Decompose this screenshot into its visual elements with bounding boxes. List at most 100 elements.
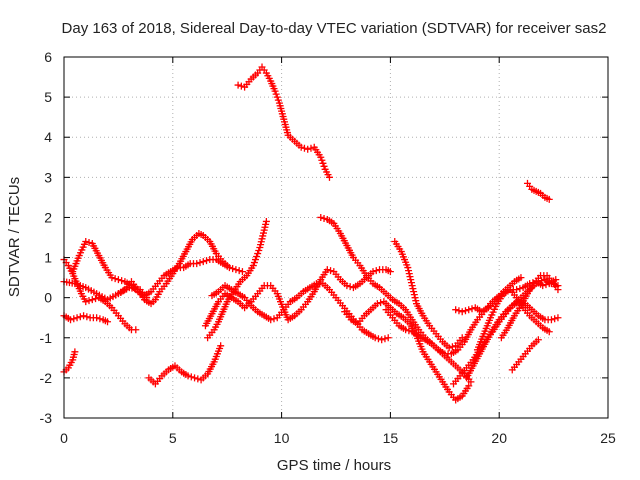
data-point-marker — [386, 268, 394, 276]
data-point-marker — [184, 372, 192, 380]
data-point-marker — [270, 315, 278, 323]
series-arc-6 — [114, 229, 231, 308]
data-point-marker — [76, 313, 84, 321]
data-point-marker — [445, 344, 453, 352]
data-point-marker — [194, 375, 202, 383]
x-tick-label: 5 — [169, 430, 177, 446]
series-arc-19 — [473, 286, 553, 354]
data-point-marker — [407, 276, 415, 284]
series-arc-22 — [523, 179, 553, 203]
data-point-marker — [82, 238, 90, 246]
data-point-marker — [448, 343, 456, 351]
data-point-marker — [377, 299, 385, 307]
data-point-marker — [108, 274, 116, 282]
y-tick-label: -2 — [40, 370, 53, 386]
data-point-marker — [250, 259, 258, 267]
data-point-marker — [323, 266, 331, 274]
series-arc-1 — [60, 312, 112, 326]
x-tick-label: 20 — [491, 430, 507, 446]
data-point-marker — [297, 143, 305, 151]
data-point-marker — [83, 313, 91, 321]
data-point-marker — [262, 217, 270, 225]
y-tick-label: 3 — [44, 169, 52, 185]
data-point-marker — [85, 297, 93, 305]
data-point-marker — [410, 291, 418, 299]
data-point-marker — [71, 348, 79, 356]
data-point-marker — [461, 307, 469, 315]
data-point-marker — [406, 273, 414, 281]
data-point-marker — [104, 318, 112, 326]
series-arc-18 — [463, 298, 562, 382]
data-point-marker — [67, 316, 75, 324]
data-point-marker — [203, 257, 211, 265]
data-point-marker — [371, 334, 379, 342]
x-tick-label: 0 — [60, 430, 68, 446]
data-point-marker — [187, 373, 195, 381]
data-point-marker — [467, 378, 475, 386]
data-point-marker — [407, 279, 415, 287]
data-point-marker — [408, 282, 416, 290]
data-point-marker — [196, 259, 204, 267]
data-point-marker — [238, 268, 246, 276]
data-point-marker — [73, 314, 81, 322]
series-arc-14 — [391, 238, 466, 352]
data-point-marker — [255, 247, 263, 255]
data-point-marker — [96, 315, 104, 323]
data-point-marker — [554, 286, 562, 294]
data-point-marker — [217, 342, 225, 350]
data-point-marker — [193, 260, 201, 268]
series-arc-11 — [234, 63, 333, 181]
y-tick-label: 5 — [44, 89, 52, 105]
data-point-marker — [411, 294, 419, 302]
series-arc-21 — [508, 336, 542, 374]
data-point-marker — [452, 306, 460, 314]
data-point-marker — [516, 285, 524, 293]
data-point-marker — [455, 307, 463, 315]
data-point-marker — [513, 286, 521, 294]
data-point-marker — [93, 314, 101, 322]
plot-frame — [63, 56, 609, 419]
data-point-marker — [82, 298, 90, 306]
data-point-marker — [517, 274, 525, 282]
data-point-marker — [465, 382, 473, 390]
data-point-marker — [232, 266, 240, 274]
data-point-marker — [235, 267, 243, 275]
data-point-marker — [547, 316, 555, 324]
data-point-marker — [405, 267, 413, 275]
data-point-marker — [317, 213, 325, 221]
y-tick-label: 4 — [44, 129, 52, 145]
data-point-marker — [118, 277, 126, 285]
data-point-marker — [114, 276, 122, 284]
y-tick-label: 6 — [44, 49, 52, 65]
series-arc-5 — [69, 238, 246, 300]
x-tick-label: 15 — [383, 430, 399, 446]
data-point-marker — [223, 262, 231, 270]
data-point-marker — [271, 87, 279, 95]
data-point-marker — [251, 256, 259, 264]
data-point-marker — [320, 162, 328, 170]
data-point-marker — [409, 285, 417, 293]
data-point-marker — [320, 214, 328, 222]
data-point-marker — [254, 250, 262, 258]
data-point-marker — [373, 300, 381, 308]
data-point-marker — [384, 334, 392, 342]
data-point-marker — [410, 288, 418, 296]
data-point-marker — [551, 315, 559, 323]
data-point-marker — [325, 173, 333, 181]
data-point-marker — [405, 327, 413, 335]
data-point-marker — [253, 253, 261, 261]
data-point-marker — [80, 312, 88, 320]
data-point-marker — [272, 90, 280, 98]
y-axis-title: SDTVAR / TECUs — [6, 177, 23, 297]
data-point-marker — [458, 334, 466, 342]
x-axis-title: GPS time / hours — [277, 457, 391, 474]
series-arc-20 — [497, 272, 562, 342]
data-point-marker — [534, 336, 542, 344]
y-tick-label: 1 — [44, 250, 52, 266]
data-point-marker — [372, 267, 380, 275]
data-point-marker — [458, 308, 466, 316]
data-point-marker — [317, 153, 325, 161]
data-point-marker — [318, 156, 326, 164]
data-point-marker — [402, 326, 410, 334]
